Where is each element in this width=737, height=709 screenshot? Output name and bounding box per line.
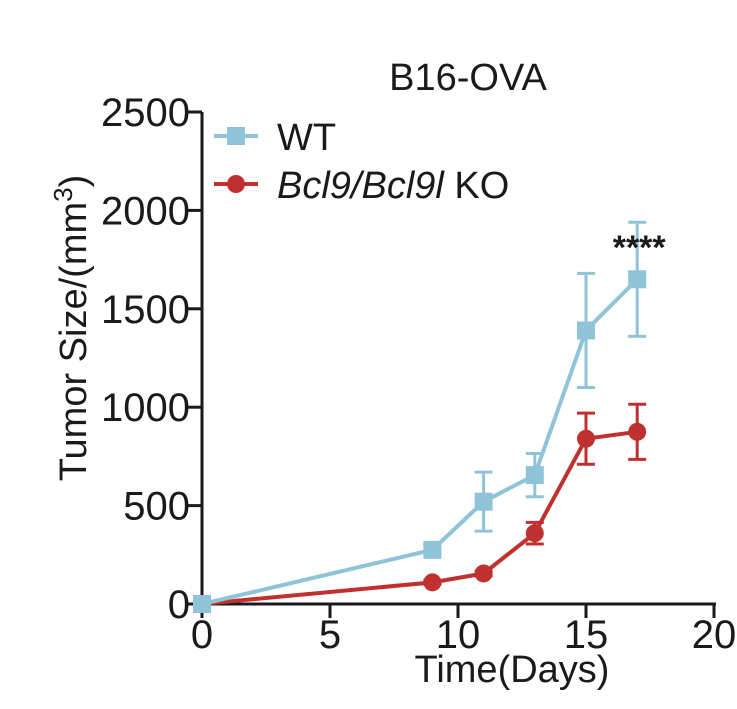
y-ticks: 0 500 1000 1500 2000 2500 <box>101 91 202 627</box>
data-point-ko <box>474 564 493 583</box>
legend-item-wt: WT <box>214 117 336 159</box>
y-axis-label-sup: 3 <box>48 187 78 201</box>
y-tick-label: 0 <box>168 583 190 627</box>
chart-title: B16-OVA <box>389 57 547 99</box>
y-tick-label: 1500 <box>101 288 190 332</box>
legend-ko-label-suffix: KO <box>444 165 509 207</box>
series-line-ko <box>201 429 638 606</box>
legend-ko-label: Bcl9/Bcl9l KO <box>277 165 509 207</box>
x-axis-label: Time(Days) <box>415 649 610 691</box>
data-point-wt <box>423 540 442 559</box>
legend-ko-circle-marker <box>227 175 245 193</box>
y-axis-label-main: Tumor Size/(mm <box>53 202 95 481</box>
x-tick-label: 0 <box>191 613 213 657</box>
data-point-wt <box>577 321 595 340</box>
data-point-ko <box>423 573 442 592</box>
data-point-ko <box>525 524 544 543</box>
legend-wt-label: WT <box>277 117 336 159</box>
y-axis-label: Tumor Size/(mm3) <box>48 175 95 482</box>
x-tick-label: 5 <box>319 613 341 657</box>
series-line-wt <box>201 277 639 606</box>
legend: WT Bcl9/Bcl9l KO <box>214 117 509 207</box>
series-ko <box>193 402 647 613</box>
data-point-wt <box>525 466 544 485</box>
legend-wt-square-marker <box>227 127 245 145</box>
data-point-wt <box>474 492 493 511</box>
y-tick-label: 2000 <box>101 189 190 233</box>
series-wt <box>193 220 647 613</box>
data-point-wt <box>628 270 647 289</box>
x-ticks: 0 5 10 15 20 <box>191 604 736 657</box>
y-axis-label-close: ) <box>53 175 95 188</box>
legend-ko-label-italic: Bcl9/Bcl9l <box>277 165 445 207</box>
data-point-wt <box>193 595 211 613</box>
x-tick-label: 20 <box>692 613 737 657</box>
x-tick-label: 15 <box>564 613 609 657</box>
annotation-layer: **** <box>613 229 667 267</box>
series-layer <box>193 220 647 613</box>
legend-item-ko: Bcl9/Bcl9l KO <box>214 165 509 207</box>
x-tick-label: 10 <box>436 613 481 657</box>
data-point-ko <box>577 429 595 448</box>
y-tick-label: 500 <box>123 485 190 529</box>
y-tick-label: 2500 <box>101 91 190 135</box>
significance-annotation: **** <box>613 229 667 267</box>
data-point-ko <box>628 422 647 441</box>
y-tick-label: 1000 <box>101 386 190 430</box>
